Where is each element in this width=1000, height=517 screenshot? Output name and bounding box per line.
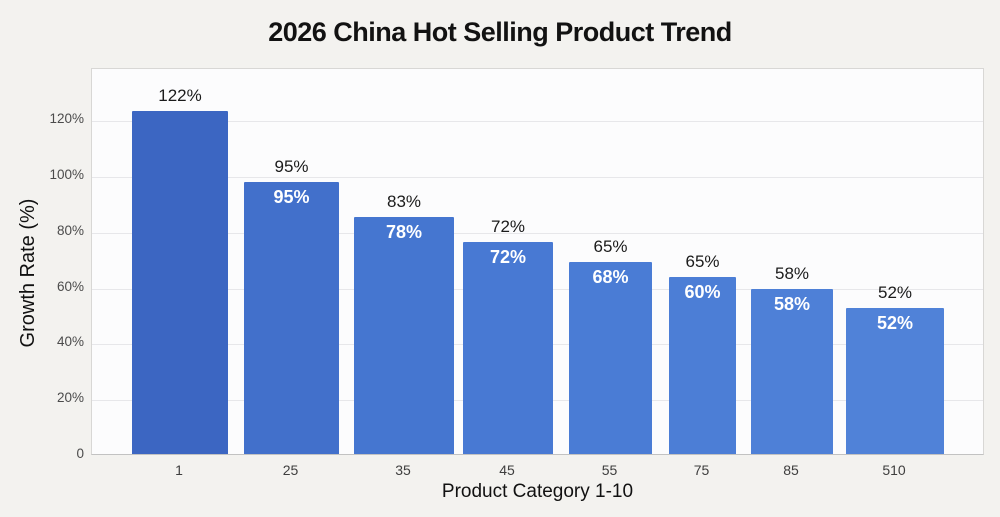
x-axis-tick-label: 510 xyxy=(882,462,906,478)
y-axis-tick-label: 80% xyxy=(56,222,84,238)
x-axis-tick-label: 85 xyxy=(783,462,799,478)
bar-value-label-above: 58% xyxy=(774,264,810,284)
bar-value-label-inside: 52% xyxy=(876,312,914,333)
plot-area: 122% 95% 95% 78% 83% 72% 72% 68% 65% 60% 65% 58% 58%… xyxy=(91,68,984,455)
bar-value-label-inside: 68% xyxy=(592,266,629,287)
bar-category-1 xyxy=(132,110,228,454)
bar-category-25: 95% xyxy=(244,182,339,454)
bar-value-label-inside: 72% xyxy=(489,246,527,267)
bar-value-label-above: 83% xyxy=(386,191,422,211)
x-axis-tick-label: 75 xyxy=(693,462,710,478)
x-axis-tick-label: 1 xyxy=(175,462,183,478)
bar-value-label-inside: 78% xyxy=(385,221,423,242)
bar-category-510: 52% xyxy=(846,307,944,454)
gridline xyxy=(92,121,983,123)
bar-value-label-above: 65% xyxy=(593,236,628,256)
y-axis-tick-label: 60% xyxy=(56,278,84,294)
y-axis-tick-label: 0 xyxy=(76,446,84,461)
bar-value-label-above: 65% xyxy=(685,251,720,271)
gridline xyxy=(92,232,983,234)
bar-value-label-inside: 95% xyxy=(273,187,310,207)
y-axis-tick-label: 20% xyxy=(56,390,84,406)
y-axis-tick-label: 120% xyxy=(49,111,84,127)
bar-category-75: 60% xyxy=(669,276,736,454)
bar-value-label-above: 52% xyxy=(877,282,913,302)
y-axis-tick-label: 40% xyxy=(56,334,84,350)
bar-category-85: 58% xyxy=(751,289,833,454)
x-axis-tick-label: 45 xyxy=(499,462,515,478)
bar-value-label-above: 95% xyxy=(274,157,309,176)
bar-value-label-above: 72% xyxy=(490,216,526,236)
bar-category-35: 78% xyxy=(354,216,454,454)
y-axis-tick-label: 100% xyxy=(49,167,84,182)
bar-value-label-inside: 60% xyxy=(684,281,721,302)
bar-value-label-inside: 58% xyxy=(773,294,811,315)
x-axis-title: Product Category 1-10 xyxy=(441,481,634,502)
bar-category-45: 72% xyxy=(463,241,553,454)
bar-value-label-above: 122% xyxy=(158,85,202,105)
x-axis-tick-label: 25 xyxy=(282,462,299,478)
gridline xyxy=(92,177,983,178)
x-axis-tick-label: 55 xyxy=(601,462,618,478)
chart-title: 2026 China Hot Selling Product Trend xyxy=(268,17,732,47)
x-axis-tick-label: 35 xyxy=(395,462,411,478)
bar-category-55: 68% xyxy=(569,261,652,454)
